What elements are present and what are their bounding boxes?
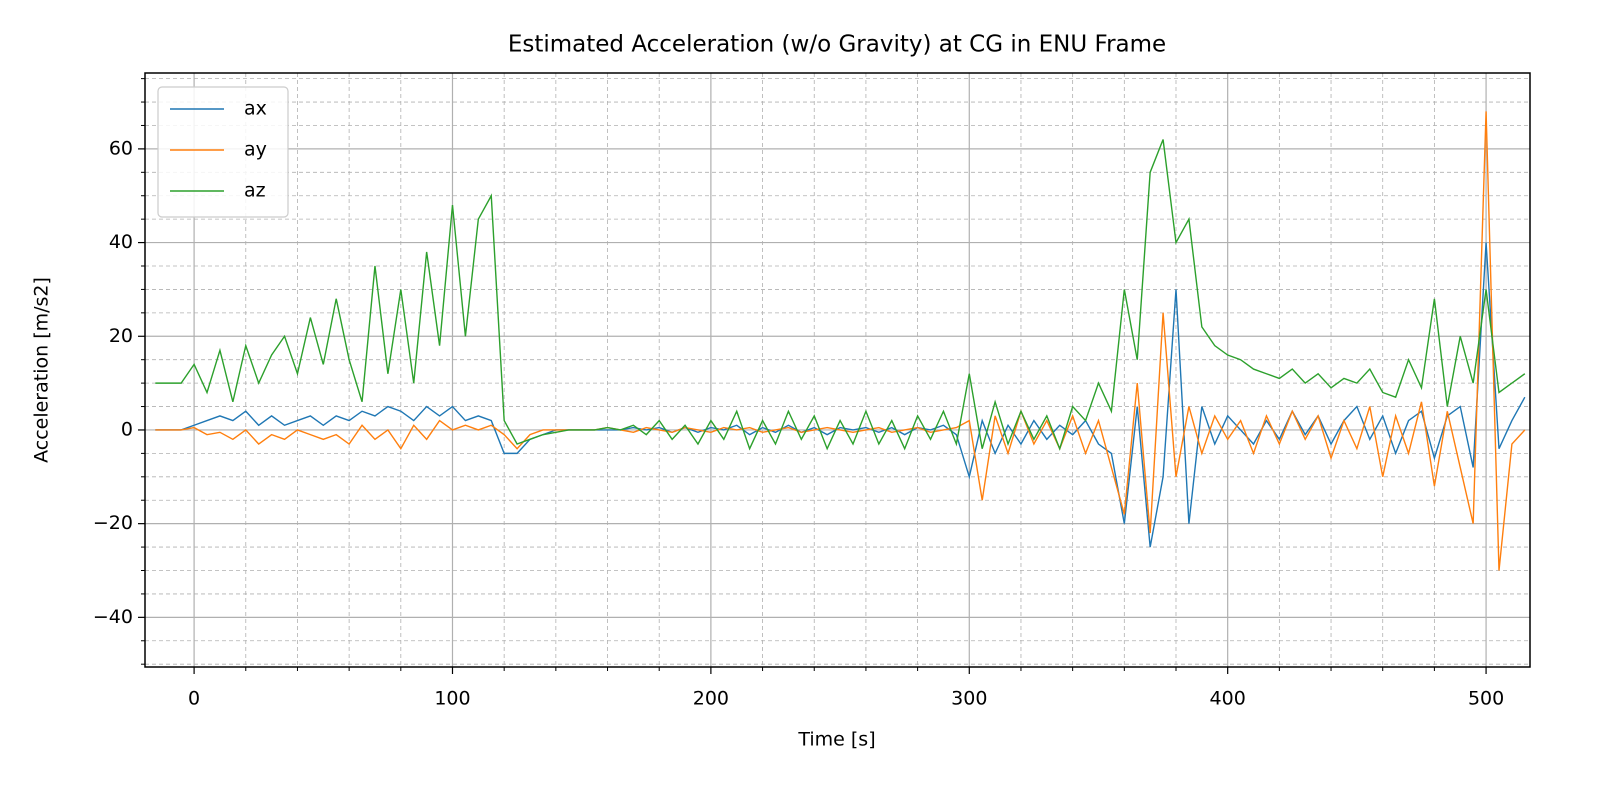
legend-label: ax (244, 98, 267, 120)
plot-frame (144, 72, 1531, 668)
legend-label: az (244, 180, 266, 202)
x-tick-label: 400 (1210, 688, 1246, 710)
data-line (155, 242, 1526, 548)
y-tick-label: −40 (93, 606, 133, 628)
y-tick-label: 0 (121, 418, 133, 440)
x-tick-label: 300 (951, 688, 987, 710)
y-tick-label: 60 (109, 137, 133, 159)
x-axis-label: Time [s] (797, 729, 875, 751)
y-axis-label: Acceleration [m/s2] (31, 277, 53, 463)
y-tick-label: 40 (109, 231, 133, 253)
x-tick-label: 0 (188, 688, 200, 710)
y-tick-label: 20 (109, 325, 133, 347)
x-tick-label: 500 (1468, 688, 1504, 710)
chart-title: Estimated Acceleration (w/o Gravity) at … (508, 32, 1166, 58)
data-line (155, 139, 1526, 451)
legend-box (157, 86, 289, 218)
y-tick-label: −20 (93, 512, 133, 534)
legend-label: ay (244, 139, 267, 161)
data-line (155, 111, 1526, 571)
x-tick-label: 200 (693, 688, 729, 710)
x-tick-label: 100 (434, 688, 470, 710)
